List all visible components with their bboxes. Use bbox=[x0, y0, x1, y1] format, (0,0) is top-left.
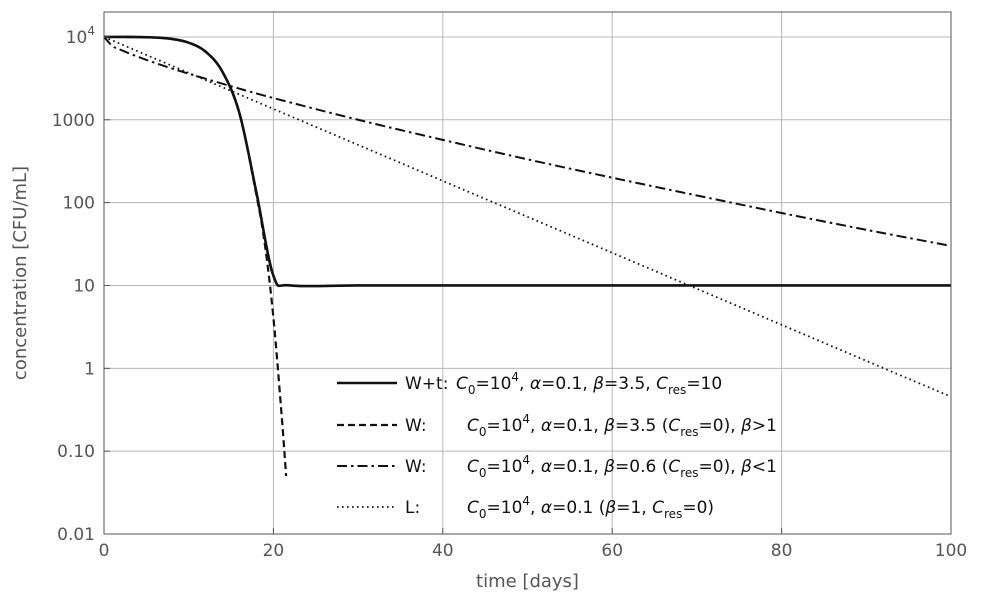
legend-label-part: C bbox=[652, 498, 664, 518]
legend-label-part: =0), bbox=[699, 416, 742, 436]
legend-label-part: C bbox=[456, 374, 468, 394]
legend-tag: W+t: bbox=[405, 374, 448, 394]
legend-label-part: β bbox=[592, 374, 604, 394]
legend-label-part: , bbox=[530, 457, 541, 477]
legend-label-part: α bbox=[530, 374, 541, 394]
series-lines bbox=[104, 35, 951, 477]
legend-label: C0=104, α=0.1 (β=1, Cres=0) bbox=[467, 494, 714, 521]
legend-label-part: 4 bbox=[522, 412, 530, 426]
legend-label-part: , bbox=[519, 374, 530, 394]
legend: W+t: C0=104, α=0.1, β=3.5, Cres=10W: C0=10… bbox=[337, 370, 777, 521]
legend-label-part: C bbox=[656, 374, 668, 394]
legend-tag: W: bbox=[405, 416, 427, 436]
legend-label-part: =0.1 ( bbox=[552, 498, 605, 518]
legend-label-part: 4 bbox=[511, 370, 519, 384]
legend-label-part: res bbox=[680, 466, 698, 480]
series-line-dashed bbox=[104, 35, 288, 477]
legend-label-part: res bbox=[664, 507, 682, 521]
legend-label-part: 0 bbox=[479, 507, 487, 521]
legend-label-part: res bbox=[668, 383, 686, 397]
y-tick-label: 1000 bbox=[52, 111, 95, 131]
legend-tag: L: bbox=[405, 498, 420, 518]
x-tick-label: 80 bbox=[771, 541, 793, 561]
legend-label-part: =0) bbox=[682, 498, 714, 518]
legend-label-part: β bbox=[740, 457, 752, 477]
legend-label-part: =10 bbox=[487, 416, 523, 436]
legend-tag: W: bbox=[405, 457, 427, 477]
legend-label-part: =0.1, bbox=[552, 416, 604, 436]
y-tick-label: 1 bbox=[84, 359, 95, 379]
legend-label-part: =0.1, bbox=[541, 374, 593, 394]
legend-label-part: =10 bbox=[686, 374, 722, 394]
legend-label-part: β bbox=[604, 498, 616, 518]
legend-label-part: , bbox=[530, 498, 541, 518]
legend-label-part: =0.6 ( bbox=[615, 457, 668, 477]
legend-label-part: 0 bbox=[468, 383, 476, 397]
x-tick-label: 40 bbox=[432, 541, 454, 561]
legend-label-part: 4 bbox=[522, 453, 530, 467]
y-tick-label: 0.01 bbox=[57, 525, 95, 545]
legend-label-part: β bbox=[603, 457, 615, 477]
legend-label-part: 0 bbox=[479, 425, 487, 439]
y-axis-label: concentration [CFU/mL] bbox=[10, 166, 31, 380]
legend-label-part: C bbox=[467, 498, 479, 518]
x-tick-label: 60 bbox=[601, 541, 623, 561]
x-tick-label: 100 bbox=[935, 541, 967, 561]
y-tick-label: 100 bbox=[63, 194, 95, 214]
plot-frame bbox=[103, 11, 952, 535]
legend-label-part: =0.1, bbox=[552, 457, 604, 477]
legend-label-part: <1 bbox=[752, 457, 777, 477]
legend-label-part: β bbox=[740, 416, 752, 436]
legend-label-part: =3.5, bbox=[604, 374, 656, 394]
legend-label-part: =3.5 ( bbox=[615, 416, 668, 436]
legend-label-part: C bbox=[668, 457, 680, 477]
legend-label-part: C bbox=[467, 416, 479, 436]
y-tick-label: 10 bbox=[73, 276, 95, 296]
y-tick-label: 104 bbox=[66, 24, 95, 48]
legend-label-part: =0), bbox=[699, 457, 742, 477]
y-tick-label: 0.10 bbox=[57, 442, 95, 462]
legend-label-part: C bbox=[467, 457, 479, 477]
legend-label-part: =10 bbox=[476, 374, 512, 394]
legend-label-part: α bbox=[541, 498, 552, 518]
legend-label-part: res bbox=[680, 425, 698, 439]
series-line-dashdot bbox=[104, 36, 951, 247]
legend-label-part: =10 bbox=[487, 498, 523, 518]
legend-label-part: α bbox=[541, 416, 552, 436]
legend-label-part: =1, bbox=[616, 498, 652, 518]
x-tick-label: 0 bbox=[99, 541, 110, 561]
legend-label-part: α bbox=[541, 457, 552, 477]
series-line-dotted bbox=[104, 36, 951, 398]
x-tick-label: 20 bbox=[263, 541, 285, 561]
legend-label-part: >1 bbox=[752, 416, 777, 436]
x-axis-label: time [days] bbox=[476, 571, 579, 592]
legend-label-part: 4 bbox=[522, 494, 530, 508]
legend-label-part: β bbox=[603, 416, 615, 436]
legend-label: C0=104, α=0.1, β=3.5, Cres=10 bbox=[456, 370, 722, 397]
legend-label-part: C bbox=[668, 416, 680, 436]
legend-label-part: =10 bbox=[487, 457, 523, 477]
legend-label-part: , bbox=[530, 416, 541, 436]
legend-label: C0=104, α=0.1, β=0.6 (Cres=0), β<1 bbox=[467, 453, 777, 480]
legend-label: C0=104, α=0.1, β=3.5 (Cres=0), β>1 bbox=[467, 412, 777, 439]
legend-label-part: 0 bbox=[479, 466, 487, 480]
